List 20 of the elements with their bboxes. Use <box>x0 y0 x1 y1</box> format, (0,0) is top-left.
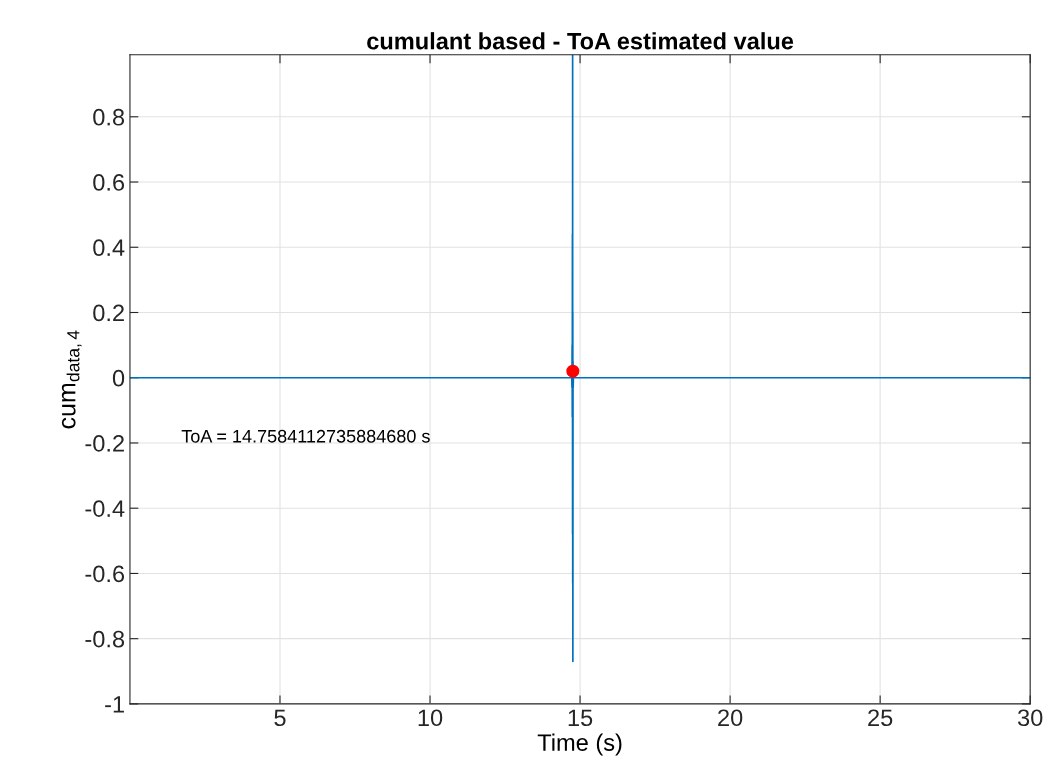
x-axis-title: Time (s) <box>537 733 622 756</box>
y-tick-label: -0.8 <box>85 630 125 648</box>
y-tick-label: -0.6 <box>85 565 125 583</box>
y-tick-label: -0.2 <box>85 435 124 452</box>
x-tick-label: 10 <box>418 709 443 727</box>
y-tick-label: 0 <box>112 369 125 387</box>
x-tick-label: 15 <box>568 709 593 727</box>
annotation: ToA = 14.7584112735884680 s <box>181 429 430 443</box>
x-tick-label: 25 <box>868 709 893 727</box>
chart-title: cumulant based - ToA estimated value <box>367 32 794 50</box>
y-tick-label: 0.8 <box>93 108 125 126</box>
y-tick-label: 0.4 <box>93 239 125 257</box>
y-tick-label: -1 <box>105 696 124 713</box>
y-tick-label: 0.2 <box>93 304 124 322</box>
y-tick-label: 0.6 <box>93 174 125 191</box>
y-tick-label: -0.4 <box>85 500 125 517</box>
x-tick-label: 30 <box>1017 709 1043 727</box>
y-axis-title: cum$_{data,4}$ <box>61 330 82 429</box>
x-tick-label: 20 <box>718 709 743 727</box>
x-tick-label: 5 <box>274 709 286 727</box>
